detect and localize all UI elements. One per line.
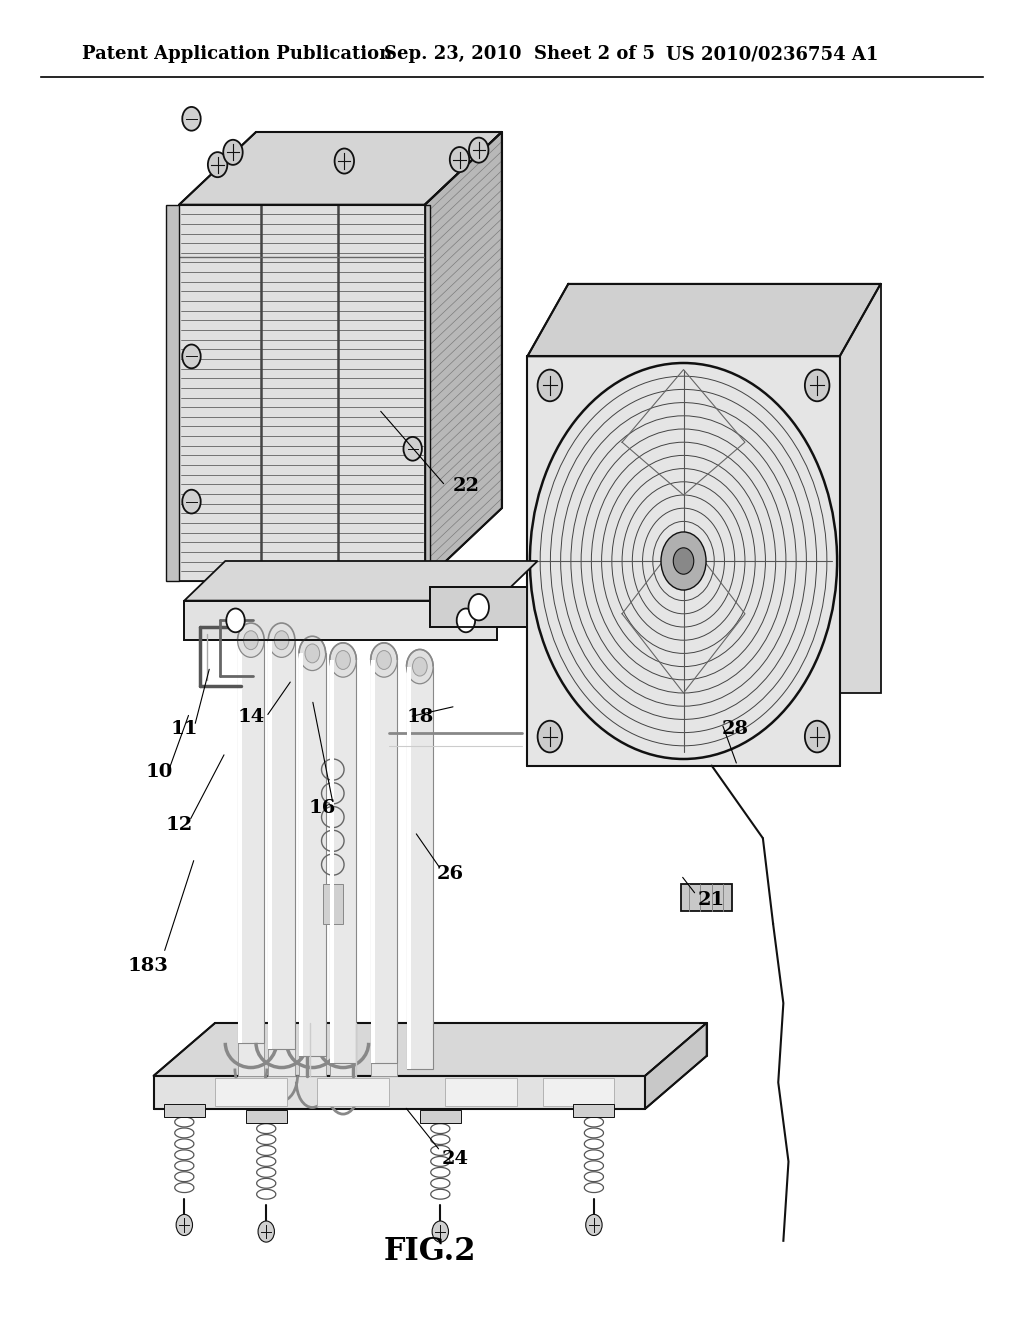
Circle shape xyxy=(805,370,829,401)
Circle shape xyxy=(268,623,295,657)
Text: 26: 26 xyxy=(437,865,464,883)
Polygon shape xyxy=(238,640,264,1043)
Text: 18: 18 xyxy=(407,708,433,726)
Circle shape xyxy=(305,644,319,663)
Polygon shape xyxy=(681,884,732,911)
Circle shape xyxy=(538,370,562,401)
Circle shape xyxy=(538,721,562,752)
Text: US 2010/0236754 A1: US 2010/0236754 A1 xyxy=(666,45,878,63)
Circle shape xyxy=(208,152,227,177)
Polygon shape xyxy=(179,205,425,581)
Polygon shape xyxy=(645,1023,707,1109)
Polygon shape xyxy=(238,640,242,1043)
Polygon shape xyxy=(154,1076,645,1109)
Polygon shape xyxy=(430,587,527,627)
Circle shape xyxy=(182,345,201,368)
Text: 183: 183 xyxy=(128,957,169,975)
Polygon shape xyxy=(407,667,411,1069)
Text: 21: 21 xyxy=(698,891,725,909)
Polygon shape xyxy=(371,1063,397,1076)
Text: 14: 14 xyxy=(238,708,264,726)
Polygon shape xyxy=(299,1056,326,1076)
Text: 28: 28 xyxy=(722,719,749,738)
Circle shape xyxy=(469,594,489,620)
Polygon shape xyxy=(371,660,397,1063)
Polygon shape xyxy=(268,1049,295,1076)
Circle shape xyxy=(274,631,289,649)
Text: 12: 12 xyxy=(166,816,193,834)
Polygon shape xyxy=(154,1023,707,1076)
Text: 22: 22 xyxy=(453,477,479,495)
Polygon shape xyxy=(527,284,881,356)
Circle shape xyxy=(413,657,427,676)
Circle shape xyxy=(182,490,201,513)
Circle shape xyxy=(377,651,391,669)
Circle shape xyxy=(226,609,245,632)
Text: 11: 11 xyxy=(171,719,198,738)
Circle shape xyxy=(407,649,433,684)
Polygon shape xyxy=(164,1104,205,1117)
Circle shape xyxy=(403,437,422,461)
Polygon shape xyxy=(425,205,430,581)
Circle shape xyxy=(469,137,488,162)
Circle shape xyxy=(299,636,326,671)
Circle shape xyxy=(371,643,397,677)
Polygon shape xyxy=(568,284,881,693)
Polygon shape xyxy=(246,1110,287,1123)
Circle shape xyxy=(176,1214,193,1236)
Polygon shape xyxy=(407,667,433,1069)
Circle shape xyxy=(335,149,354,173)
Polygon shape xyxy=(527,356,840,766)
Circle shape xyxy=(244,631,258,649)
Circle shape xyxy=(182,107,201,131)
Text: Sep. 23, 2010  Sheet 2 of 5: Sep. 23, 2010 Sheet 2 of 5 xyxy=(384,45,655,63)
Circle shape xyxy=(223,140,243,165)
Polygon shape xyxy=(420,1110,461,1123)
Polygon shape xyxy=(543,1078,614,1106)
Polygon shape xyxy=(166,205,179,581)
Polygon shape xyxy=(317,1078,389,1106)
Text: Patent Application Publication: Patent Application Publication xyxy=(82,45,392,63)
Circle shape xyxy=(586,1214,602,1236)
Text: 24: 24 xyxy=(442,1150,469,1168)
Polygon shape xyxy=(268,640,295,1049)
Circle shape xyxy=(662,532,707,590)
Polygon shape xyxy=(425,132,502,581)
Circle shape xyxy=(258,1221,274,1242)
Polygon shape xyxy=(184,601,497,640)
Polygon shape xyxy=(299,653,303,1056)
Circle shape xyxy=(432,1221,449,1242)
Polygon shape xyxy=(299,653,326,1056)
Polygon shape xyxy=(371,660,375,1063)
Circle shape xyxy=(457,609,475,632)
Polygon shape xyxy=(184,561,538,601)
Circle shape xyxy=(330,643,356,677)
Polygon shape xyxy=(573,1104,614,1117)
Polygon shape xyxy=(238,1043,264,1076)
Circle shape xyxy=(238,623,264,657)
Polygon shape xyxy=(445,1078,517,1106)
Polygon shape xyxy=(179,132,502,205)
Text: 16: 16 xyxy=(309,799,336,817)
Polygon shape xyxy=(330,660,334,1063)
Text: 10: 10 xyxy=(145,763,172,781)
Polygon shape xyxy=(330,660,356,1063)
Circle shape xyxy=(805,721,829,752)
Text: FIG.2: FIG.2 xyxy=(384,1236,476,1267)
Polygon shape xyxy=(330,1063,356,1076)
Circle shape xyxy=(674,548,694,574)
Circle shape xyxy=(336,651,350,669)
Polygon shape xyxy=(323,884,343,924)
Circle shape xyxy=(450,147,469,172)
Polygon shape xyxy=(215,1078,287,1106)
Polygon shape xyxy=(268,640,272,1049)
